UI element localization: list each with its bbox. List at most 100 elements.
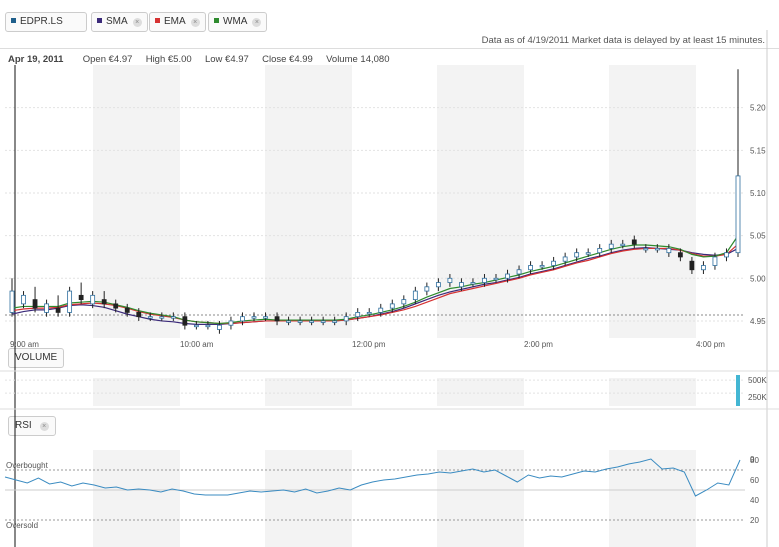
candle-body	[343, 316, 349, 322]
symbol-label: EDPR.LS	[20, 16, 63, 27]
rsi-tick-label: 40	[750, 496, 759, 505]
candle-body	[620, 243, 626, 247]
rsi-band-3	[609, 450, 696, 547]
candle-body	[677, 252, 683, 258]
candle-body	[297, 320, 303, 323]
candle-body	[147, 316, 153, 319]
candle-body	[493, 277, 499, 281]
candle-body	[90, 294, 96, 305]
volume-value: 14,080	[360, 54, 390, 65]
close-value: €4.99	[289, 54, 313, 65]
candle-body	[67, 290, 73, 313]
candle-body	[193, 324, 199, 328]
candle-body	[182, 316, 188, 326]
candle-body	[274, 316, 280, 322]
candle-body	[78, 294, 84, 301]
volume-band-3	[609, 378, 696, 406]
open-label: Open	[82, 54, 106, 65]
volume-panel-label[interactable]: VOLUME	[8, 348, 65, 368]
volume-tick-label: 500K	[748, 376, 767, 385]
time-tick-label: 12:00 pm	[352, 340, 386, 349]
quote-date: Apr 19, 2011	[8, 54, 64, 65]
price-band-0	[93, 65, 180, 338]
symbol-swatch	[11, 18, 16, 23]
candle-body	[712, 256, 718, 266]
rsi-band-0	[93, 450, 180, 547]
price-tick-label: 4.95	[750, 317, 766, 326]
candle-body	[332, 320, 338, 323]
candle-body	[389, 303, 395, 309]
indicator-tag-wma[interactable]: WMA ×	[208, 12, 268, 32]
candle-body	[401, 299, 407, 305]
ema-label: EMA	[164, 16, 186, 27]
candle-body	[585, 252, 591, 255]
candle-body	[124, 307, 130, 313]
candle-body	[597, 248, 603, 254]
price-axis: 4.95 5.00 5.05 5.10 5.15 5.20	[750, 104, 766, 326]
time-axis: 9:00 am 10:00 am 12:00 pm 2:00 pm 4:00 pm	[10, 340, 725, 349]
candle-body	[286, 320, 291, 323]
candle-body	[366, 312, 372, 315]
sma-line	[11, 246, 739, 325]
candle-body	[170, 316, 176, 319]
candle-body	[412, 290, 418, 301]
candle-body	[528, 265, 533, 271]
rsi-top-tick: 0	[750, 455, 755, 464]
time-tick-label: 2:00 pm	[524, 340, 553, 349]
remove-wma-icon[interactable]: ×	[252, 18, 262, 27]
candle-body	[654, 248, 660, 251]
rsi-panel: 80 60 40 20 Overbought Oversold 0	[4, 455, 759, 530]
time-bands	[93, 65, 696, 547]
candle-body	[516, 269, 522, 275]
candle-body	[562, 256, 568, 262]
candle-body	[320, 320, 326, 323]
rsi-band-2	[437, 450, 524, 547]
candle-body	[159, 316, 165, 319]
high-label: High	[145, 54, 166, 65]
price-tick-label: 5.05	[750, 232, 766, 241]
price-tick-label: 5.15	[750, 146, 766, 155]
wma-label: WMA	[223, 16, 248, 27]
candle-body	[424, 286, 430, 292]
candle-body	[55, 307, 61, 313]
price-grid	[0, 30, 779, 547]
indicator-tag-ema[interactable]: EMA ×	[149, 12, 206, 32]
candle-body	[263, 316, 268, 319]
price-band-3	[609, 65, 696, 338]
candle-body	[724, 252, 729, 258]
remove-rsi-icon[interactable]: ×	[39, 422, 49, 431]
candle-body	[309, 320, 315, 323]
toolbar-divider	[0, 48, 779, 49]
candle-body	[459, 282, 464, 288]
overbought-label: Overbought	[6, 461, 49, 470]
symbol-tag[interactable]: EDPR.LS	[5, 12, 87, 32]
price-band-2	[437, 65, 524, 338]
remove-ema-icon[interactable]: ×	[190, 18, 200, 27]
low-value: €4.97	[225, 54, 249, 65]
candle-body	[608, 243, 614, 249]
remove-sma-icon[interactable]: ×	[132, 18, 142, 27]
candle-body	[631, 239, 637, 245]
volume-band-0	[93, 378, 180, 406]
sma-label: SMA	[106, 16, 128, 27]
candle-body	[539, 265, 545, 268]
low-label: Low	[204, 54, 223, 65]
candle-body	[435, 282, 441, 288]
indicator-tag-sma[interactable]: SMA ×	[91, 12, 148, 32]
price-band-1	[265, 65, 352, 338]
candle-body	[735, 175, 741, 254]
candle-body	[701, 265, 706, 271]
moving-averages	[11, 235, 739, 325]
rsi-panel-label: RSI	[15, 420, 32, 431]
volume-bar	[736, 375, 740, 406]
rsi-panel-button[interactable]: RSI ×	[8, 416, 56, 436]
sma-swatch	[97, 18, 102, 23]
candle-body	[447, 277, 453, 283]
candle-body	[136, 312, 142, 318]
candle-body	[689, 260, 695, 271]
candle-body	[32, 299, 38, 309]
candle-body	[643, 248, 649, 251]
candle-body	[505, 273, 510, 279]
candle-body	[355, 312, 361, 318]
